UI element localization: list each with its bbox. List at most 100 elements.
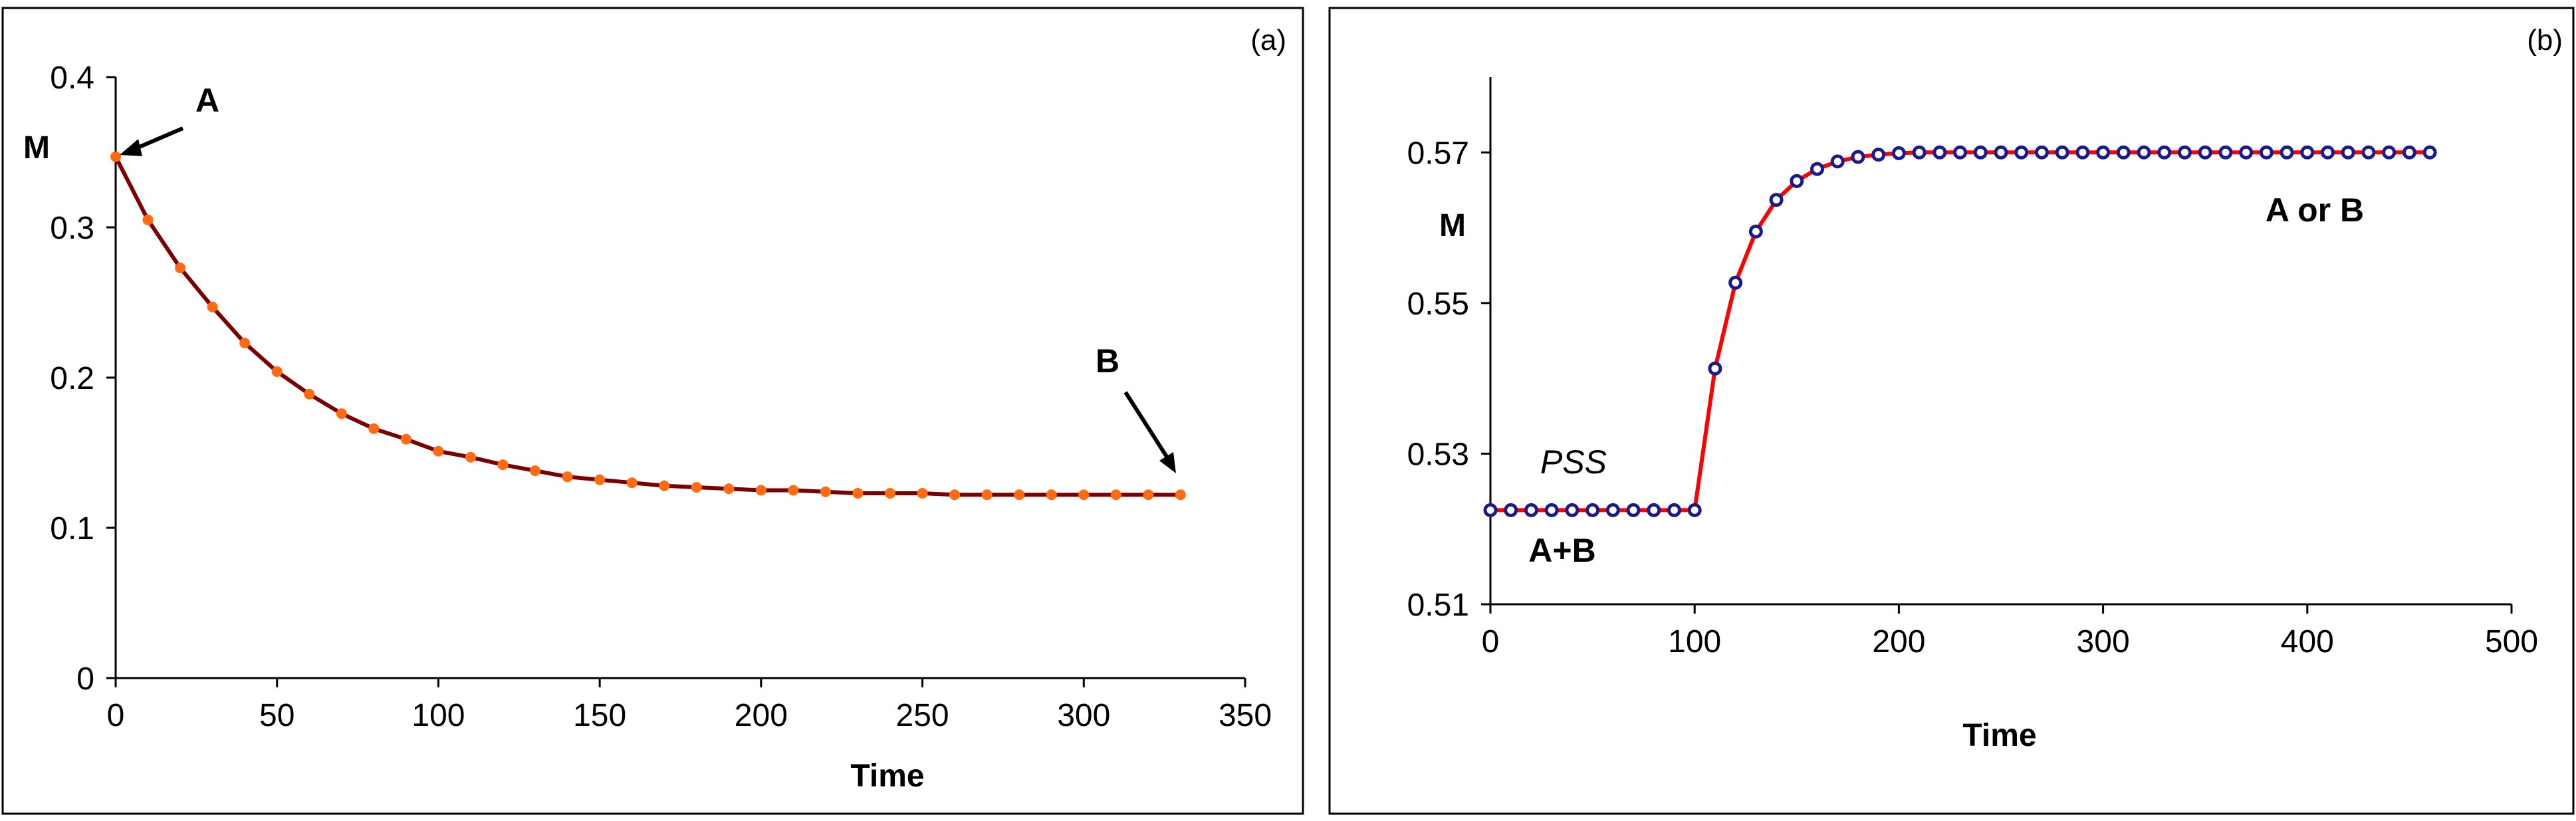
data-point [2137, 145, 2151, 160]
data-point [691, 481, 702, 493]
data-point [2341, 145, 2355, 160]
annotation-a-or-b: A or B [2266, 191, 2364, 229]
data-point [465, 451, 476, 463]
panel-a-x-label: Time [850, 759, 924, 794]
panel-a-y-ticks: 0 0.1 0.2 0.3 0.4 [50, 60, 116, 697]
annotation-a-arrow [135, 126, 184, 150]
data-point [1667, 503, 1681, 517]
data-point [530, 465, 541, 477]
data-point [1647, 503, 1661, 517]
x-tick-label: 200 [1872, 624, 1925, 659]
x-tick-label: 300 [2077, 624, 2130, 659]
data-point [1110, 489, 1121, 501]
data-point [2096, 145, 2111, 160]
data-point [885, 488, 896, 499]
panel-b-y-label: M [1439, 208, 1466, 243]
data-point [1078, 489, 1090, 501]
x-tick-label: 100 [1668, 624, 1721, 659]
data-point [1748, 224, 1763, 239]
data-point [2361, 145, 2376, 160]
data-point [2422, 145, 2437, 160]
panel-a-curve [114, 156, 1181, 497]
data-point [400, 433, 411, 445]
data-point [820, 486, 831, 497]
data-point [2198, 145, 2212, 160]
data-point [1504, 503, 1518, 517]
data-point [1544, 503, 1559, 517]
data-point [368, 423, 380, 434]
data-point [1790, 174, 1804, 188]
data-point [1524, 503, 1538, 517]
y-tick-label: 0.4 [50, 60, 94, 96]
data-point [2280, 145, 2294, 160]
data-point [2402, 145, 2416, 160]
panel-a-x-ticks: 0 50 100 150 200 250 300 350 [107, 678, 1272, 733]
panel-a-markers [110, 151, 1186, 501]
data-point [1871, 148, 1886, 162]
x-tick-label: 50 [259, 698, 294, 733]
x-tick-label: 400 [2281, 624, 2334, 659]
data-point [1143, 489, 1154, 501]
data-point [788, 485, 799, 496]
data-point [2382, 145, 2397, 160]
annotation-a-arrowhead [120, 139, 142, 156]
data-point [2116, 145, 2131, 160]
data-point [981, 489, 993, 501]
y-tick-label: 0.1 [50, 511, 94, 546]
x-tick-label: 300 [1057, 698, 1110, 733]
data-point [304, 388, 315, 400]
data-point [1014, 489, 1025, 501]
data-point [594, 474, 606, 485]
data-point [1565, 503, 1580, 517]
annotation-b-arrowhead [1159, 452, 1176, 473]
data-point [949, 489, 961, 501]
annotation-b-arrow [1123, 391, 1170, 460]
data-point [2239, 145, 2254, 160]
panel-b-frame [1328, 7, 2575, 815]
data-point [1810, 162, 1825, 176]
y-tick-label: 0.55 [1407, 287, 1469, 322]
y-tick-label: 0.2 [50, 361, 94, 396]
data-point [1851, 150, 1865, 164]
data-point [755, 485, 766, 496]
annotation-b-label: B [1096, 342, 1119, 380]
y-tick-label: 0.3 [50, 211, 94, 246]
data-point [723, 483, 735, 495]
data-point [2300, 145, 2315, 160]
data-point [1708, 361, 1722, 376]
x-tick-label: 350 [1219, 698, 1272, 733]
y-tick-label: 0 [76, 661, 94, 697]
y-tick-label: 0.57 [1407, 136, 1469, 171]
data-point [271, 366, 283, 377]
data-point [207, 301, 218, 312]
data-point [1046, 489, 1057, 501]
data-point [2034, 145, 2049, 160]
annotation-a-label: A [195, 82, 219, 119]
panel-a: (a) 00.10.20.30.4 0 50 100 150 200 250 300 350 … [1, 7, 1304, 815]
data-point [142, 214, 154, 225]
data-point [562, 471, 573, 483]
panel-b-x-ticks: 0 100 200 300 400 500 [1482, 604, 2538, 659]
data-point [1585, 503, 1600, 517]
x-tick-label: 0 [1482, 624, 1500, 659]
panel-a-frame [1, 7, 1304, 815]
data-point [1891, 146, 1906, 160]
data-point [1769, 193, 1784, 207]
data-point [2014, 145, 2029, 160]
data-point [175, 263, 186, 274]
data-point [1605, 503, 1620, 517]
panel-a-label: (a) [1250, 24, 1286, 57]
data-point [659, 480, 670, 491]
panel-a-y-label: M [23, 130, 50, 166]
x-tick-label: 250 [896, 698, 949, 733]
panel-b-label: (b) [2527, 24, 2563, 57]
data-point [626, 477, 638, 489]
data-point [239, 338, 251, 349]
annotation-pss: PSS [1540, 443, 1607, 481]
data-point [2055, 145, 2069, 160]
data-point [2321, 145, 2335, 160]
x-tick-label: 0 [107, 698, 125, 733]
data-point [497, 459, 509, 471]
y-tick-label: 0.51 [1407, 588, 1469, 623]
data-point [1175, 489, 1186, 501]
